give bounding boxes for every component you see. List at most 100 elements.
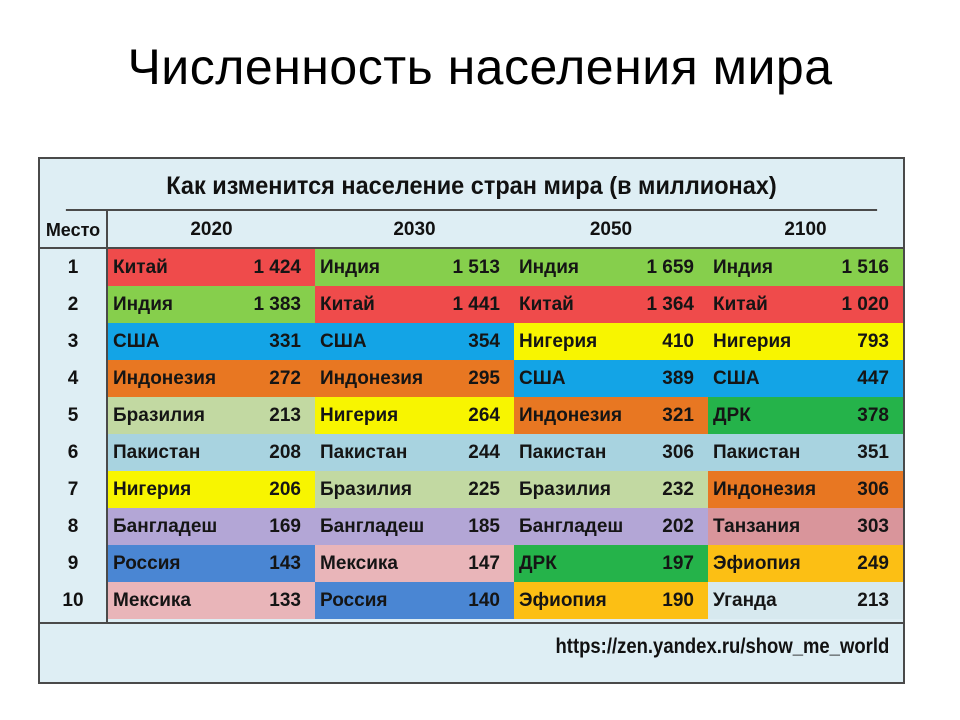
place-number: 6 xyxy=(67,442,79,463)
population-value: 185 xyxy=(468,516,500,537)
slide-title: Численность населения мира xyxy=(127,39,833,95)
country-name: ДРК xyxy=(519,553,557,574)
country-name: Мексика xyxy=(320,553,398,574)
population-value: 354 xyxy=(468,331,500,352)
country-cell-2050: Индонезия 321 xyxy=(514,397,708,434)
place-number: 9 xyxy=(67,553,79,574)
country-cell-2100: Уганда 213 xyxy=(708,582,903,619)
country-cell-2050: Китай 1 364 xyxy=(514,286,708,323)
country-name: Индия xyxy=(519,257,579,278)
country-cell-2030: Бразилия 225 xyxy=(315,471,514,508)
population-value: 1 020 xyxy=(841,294,889,315)
population-value: 169 xyxy=(269,516,301,537)
country-cell-2030: Бангладеш 185 xyxy=(315,508,514,545)
country-cell-2100: Танзания 303 xyxy=(708,508,903,545)
country-name: США xyxy=(320,331,367,352)
country-cell-2020: США 331 xyxy=(108,323,315,360)
population-value: 143 xyxy=(269,553,301,574)
country-name: Бразилия xyxy=(519,479,612,500)
population-value: 793 xyxy=(857,331,889,352)
population-value: 1 513 xyxy=(452,257,500,278)
place-column: 1 2 3 4 5 6 7 8 9 10 xyxy=(40,249,108,622)
place-number: 2 xyxy=(67,294,79,315)
country-cell-2050: США 389 xyxy=(514,360,708,397)
place-number: 7 xyxy=(67,479,79,500)
country-name: Бразилия xyxy=(113,405,206,426)
country-name: Эфиопия xyxy=(519,590,607,611)
table-heading: Как изменится население стран мира (в ми… xyxy=(65,159,878,211)
population-value: 244 xyxy=(468,442,500,463)
population-value: 447 xyxy=(857,368,889,389)
country-cell-2030: Китай 1 441 xyxy=(315,286,514,323)
country-cell-2100: Индия 1 516 xyxy=(708,249,903,286)
country-cell-2020: Бангладеш 169 xyxy=(108,508,315,545)
population-value: 1 516 xyxy=(841,257,889,278)
population-value: 1 364 xyxy=(646,294,694,315)
place-number: 5 xyxy=(67,405,79,426)
country-name: Нигерия xyxy=(320,405,399,426)
country-cell-2050: ДРК 197 xyxy=(514,545,708,582)
population-value: 208 xyxy=(269,442,301,463)
population-value: 206 xyxy=(269,479,301,500)
year-header-2030: 2030 xyxy=(393,219,436,240)
country-cell-2020: Китай 1 424 xyxy=(108,249,315,286)
country-cell-2030: Россия 140 xyxy=(315,582,514,619)
source-link[interactable]: https://zen.yandex.ru/show_me_world xyxy=(555,635,889,658)
country-name: Мексика xyxy=(113,590,191,611)
country-name: США xyxy=(113,331,160,352)
year-header-2020: 2020 xyxy=(190,219,233,240)
country-cell-2030: Мексика 147 xyxy=(315,545,514,582)
country-name: Бангладеш xyxy=(519,516,624,537)
country-cell-2020: Россия 143 xyxy=(108,545,315,582)
footer-divider xyxy=(40,622,903,624)
place-number: 8 xyxy=(67,516,79,537)
country-name: Нигерия xyxy=(713,331,792,352)
country-name: Китай xyxy=(713,294,768,315)
place-number: 10 xyxy=(62,590,84,611)
country-name: ДРК xyxy=(713,405,751,426)
country-name: Индонезия xyxy=(113,368,217,389)
population-value: 249 xyxy=(857,553,889,574)
country-name: Пакистан xyxy=(713,442,801,463)
country-cell-2050: Бангладеш 202 xyxy=(514,508,708,545)
country-cell-2050: Эфиопия 190 xyxy=(514,582,708,619)
population-value: 306 xyxy=(662,442,694,463)
country-cell-2020: Пакистан 208 xyxy=(108,434,315,471)
population-table: Как изменится население стран мира (в ми… xyxy=(38,157,905,684)
country-cell-2020: Нигерия 206 xyxy=(108,471,315,508)
country-cell-2100: ДРК 378 xyxy=(708,397,903,434)
population-value: 306 xyxy=(857,479,889,500)
population-value: 1 441 xyxy=(452,294,500,315)
country-cell-2100: Пакистан 351 xyxy=(708,434,903,471)
population-value: 295 xyxy=(468,368,500,389)
country-name: Бангладеш xyxy=(320,516,425,537)
place-column-header: Место xyxy=(40,211,108,247)
place-number: 4 xyxy=(67,368,79,389)
population-value: 378 xyxy=(857,405,889,426)
place-number: 3 xyxy=(67,331,79,352)
country-cell-2050: Индия 1 659 xyxy=(514,249,708,286)
country-name: Китай xyxy=(519,294,574,315)
country-cell-2100: США 447 xyxy=(708,360,903,397)
country-name: Индия xyxy=(320,257,380,278)
population-value: 351 xyxy=(857,442,889,463)
population-value: 303 xyxy=(857,516,889,537)
population-value: 264 xyxy=(468,405,500,426)
population-value: 389 xyxy=(662,368,694,389)
population-value: 213 xyxy=(269,405,301,426)
country-cell-2020: Индия 1 383 xyxy=(108,286,315,323)
population-value: 321 xyxy=(662,405,694,426)
country-cell-2030: Индия 1 513 xyxy=(315,249,514,286)
country-name: Россия xyxy=(320,590,388,611)
population-value: 225 xyxy=(468,479,500,500)
population-value: 1 659 xyxy=(646,257,694,278)
country-cell-2050: Пакистан 306 xyxy=(514,434,708,471)
country-cell-2050: Нигерия 410 xyxy=(514,323,708,360)
population-value: 1 424 xyxy=(253,257,301,278)
country-name: Китай xyxy=(320,294,375,315)
country-cell-2030: Нигерия 264 xyxy=(315,397,514,434)
country-cell-2100: Китай 1 020 xyxy=(708,286,903,323)
country-name: Индонезия xyxy=(519,405,623,426)
country-name: Пакистан xyxy=(519,442,607,463)
country-name: Танзания xyxy=(713,516,801,537)
